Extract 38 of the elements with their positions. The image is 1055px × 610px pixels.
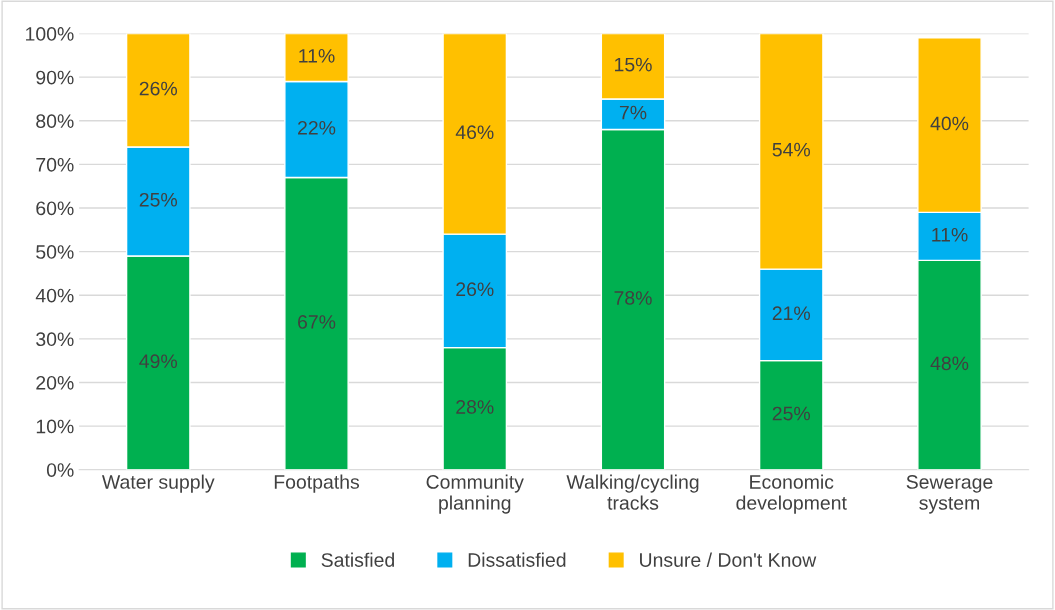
- data-label: 21%: [772, 306, 811, 321]
- data-label: 26%: [139, 81, 178, 96]
- y-tick-label: 0%: [46, 463, 74, 477]
- data-label: 25%: [772, 406, 811, 421]
- x-tick-label: Economic development: [736, 474, 847, 514]
- data-label: 40%: [930, 116, 969, 131]
- data-label: 11%: [299, 49, 335, 63]
- data-label: 28%: [456, 400, 494, 414]
- legend-label: Dissatisfied: [468, 552, 566, 567]
- y-tick-label: 80%: [36, 114, 74, 129]
- data-label: 25%: [139, 192, 178, 207]
- x-tick-label: Community planning: [426, 474, 524, 514]
- data-label: 26%: [456, 282, 494, 297]
- legend-label: Satisfied: [321, 552, 394, 567]
- x-tick-label: Sewerage system: [906, 475, 993, 514]
- data-label: 49%: [139, 354, 178, 369]
- data-label: 11%: [932, 227, 968, 242]
- legend-label: Unsure / Don't Know: [640, 552, 817, 567]
- y-tick-label: 20%: [36, 375, 74, 390]
- y-tick-label: 90%: [36, 70, 74, 85]
- data-label: 78%: [614, 291, 652, 305]
- y-tick-label: 10%: [36, 419, 74, 434]
- data-label: 67%: [298, 315, 336, 329]
- x-tick-label: Footpaths: [274, 474, 360, 493]
- y-tick-label: 60%: [36, 201, 74, 216]
- data-label: 54%: [772, 142, 811, 157]
- y-tick-label: 50%: [36, 245, 74, 259]
- data-label: 48%: [930, 356, 969, 371]
- x-tick-label: Walking/cycling tracks: [566, 474, 699, 510]
- data-label: 46%: [455, 125, 494, 140]
- data-label: 22%: [298, 120, 336, 135]
- y-tick-label: 100%: [26, 27, 74, 41]
- x-tick-label: Water supply: [101, 474, 215, 493]
- y-tick-label: 70%: [36, 157, 74, 172]
- y-tick-label: 30%: [36, 332, 74, 347]
- y-tick-label: 40%: [35, 288, 74, 303]
- data-label: 15%: [615, 57, 652, 72]
- data-label: 7%: [619, 105, 647, 120]
